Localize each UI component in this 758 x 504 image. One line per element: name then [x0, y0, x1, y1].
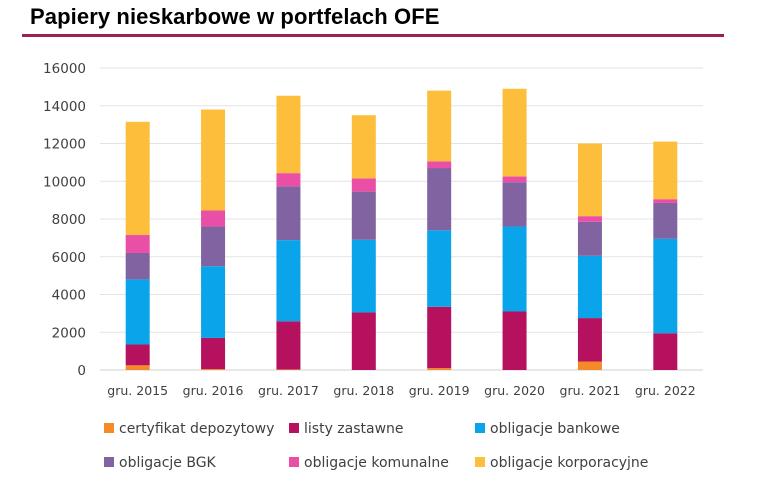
bar-segment: [577, 361, 602, 370]
bar-segment: [502, 88, 527, 177]
legend-swatch: [104, 423, 114, 433]
y-tick-label: 14000: [43, 99, 86, 115]
y-tick-label: 0: [77, 363, 86, 379]
bar-segment: [427, 168, 452, 231]
bar-segment: [577, 255, 602, 319]
bar-segment: [427, 161, 452, 169]
bar-segment: [125, 279, 150, 345]
title-underline: [22, 34, 724, 37]
bar-segment: [502, 311, 527, 370]
legend-label: obligacje BGK: [119, 455, 217, 471]
bar-segment: [276, 95, 301, 174]
legend-swatch: [475, 457, 485, 467]
y-axis-ticks: 0 2000 4000 6000 8000 10000 12000 14000 16000: [43, 61, 86, 379]
bar-segment: [201, 369, 226, 370]
x-tick-label: gru. 2022: [635, 383, 696, 398]
chart-title: Papiery nieskarbowe w portfelach OFE: [30, 4, 440, 29]
bar-segment: [427, 306, 452, 369]
legend-label: certyfikat depozytowy: [119, 421, 274, 437]
x-tick-label: gru. 2015: [107, 383, 168, 398]
bars: [125, 88, 678, 370]
y-tick-label: 10000: [43, 174, 86, 190]
y-tick-label: 6000: [52, 250, 86, 266]
bar-segment: [502, 226, 527, 312]
bar-segment: [577, 221, 602, 256]
bar-segment: [276, 173, 301, 187]
x-tick-label: gru. 2016: [183, 383, 244, 398]
legend: certyfikat depozytowy listy zastawne oblig…: [104, 421, 648, 471]
y-tick-label: 16000: [43, 61, 86, 77]
bar-segment: [125, 121, 150, 236]
bar-segment: [351, 115, 376, 179]
bar-segment: [201, 337, 226, 370]
bar-segment: [427, 230, 452, 307]
legend-label: obligacje komunalne: [304, 455, 449, 471]
x-axis: gru. 2015 gru. 2016 gru. 2017 gru. 2018 gru.…: [107, 383, 695, 398]
y-tick-label: 12000: [43, 137, 86, 153]
bar-segment: [577, 318, 602, 362]
bar-segment: [427, 90, 452, 162]
bar-segment: [653, 333, 678, 370]
legend-swatch: [289, 423, 299, 433]
bar-segment: [201, 210, 226, 227]
legend-label: listy zastawne: [304, 421, 404, 437]
legend-swatch: [104, 457, 114, 467]
bar-segment: [653, 141, 678, 200]
legend-swatch: [475, 423, 485, 433]
y-tick-label: 2000: [52, 325, 86, 341]
bar-segment: [276, 240, 301, 322]
bar-segment: [276, 321, 301, 370]
bar-segment: [125, 365, 150, 370]
bar-segment: [201, 109, 226, 211]
x-tick-label: gru. 2017: [258, 383, 319, 398]
bar-segment: [653, 199, 678, 203]
bar-segment: [653, 238, 678, 334]
bar-segment: [427, 368, 452, 370]
bar-segment: [577, 216, 602, 222]
bar-segment: [276, 369, 301, 370]
bar-segment: [577, 143, 602, 217]
x-tick-label: gru. 2021: [560, 383, 621, 398]
bar-segment: [125, 252, 150, 280]
y-tick-label: 4000: [52, 288, 86, 304]
legend-label: obligacje korporacyjne: [490, 455, 648, 471]
bar-segment: [351, 178, 376, 192]
legend-label: obligacje bankowe: [490, 421, 620, 437]
bar-segment: [276, 186, 301, 241]
bar-segment: [351, 239, 376, 313]
bar-segment: [502, 176, 527, 183]
bar-segment: [351, 191, 376, 240]
legend-swatch: [289, 457, 299, 467]
bar-segment: [201, 266, 226, 338]
bar-segment: [125, 235, 150, 253]
y-tick-label: 8000: [52, 212, 86, 228]
bar-segment: [125, 344, 150, 366]
bar-segment: [351, 312, 376, 370]
x-tick-label: gru. 2018: [333, 383, 394, 398]
bar-segment: [201, 226, 226, 267]
bar-segment: [653, 202, 678, 239]
x-tick-label: gru. 2020: [484, 383, 545, 398]
bar-segment: [502, 182, 527, 227]
x-tick-label: gru. 2019: [409, 383, 470, 398]
gridlines: [100, 67, 703, 371]
